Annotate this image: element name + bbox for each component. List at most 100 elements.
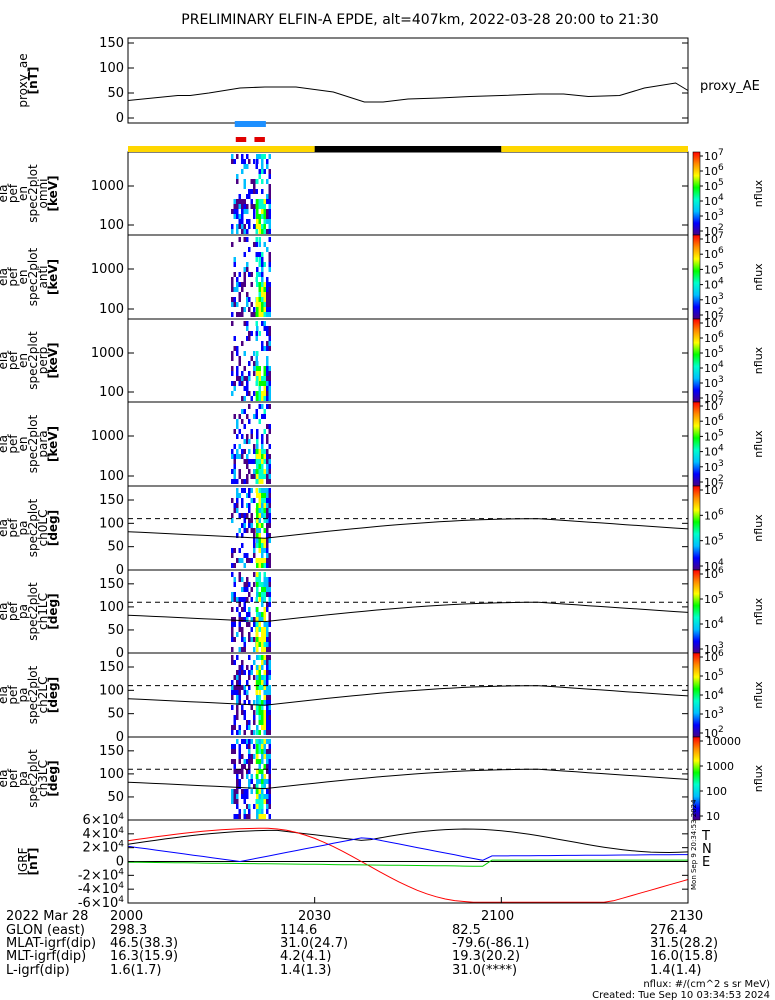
spectrogram-pixel	[256, 326, 259, 331]
spectrogram-pixel	[266, 282, 269, 287]
spectrogram-pixel	[231, 302, 234, 307]
spectrogram-pixel	[258, 558, 261, 563]
spectrogram-pixel	[243, 794, 246, 799]
spectrogram-pixel	[233, 637, 236, 642]
spectrogram-pixel	[243, 376, 246, 381]
spectrogram-pixel	[250, 754, 253, 759]
spectrogram-pixel	[268, 642, 271, 647]
spectrogram-pixel	[266, 292, 269, 297]
ylabel-line: spec2plot	[26, 247, 40, 306]
spectrogram-pixel	[241, 229, 244, 234]
spectrogram-pixel	[253, 474, 256, 479]
spectrogram-pixel	[261, 346, 264, 351]
spectrogram-pixel	[261, 199, 264, 204]
spectrogram-pixel	[236, 419, 239, 424]
spectrogram-pixel	[250, 705, 253, 710]
ylabel-line: ela	[0, 268, 10, 286]
colorbar-tick-label-base: 10	[704, 560, 718, 573]
ylabel-line: [keV]	[46, 259, 60, 295]
footer-value: 1.4(1.3)	[280, 963, 332, 978]
spectrogram-pixel	[248, 376, 251, 381]
colorbar-tick-label-base: 10	[704, 708, 718, 721]
colorbar-tick-label-exp: 4	[718, 193, 724, 203]
spectrogram-pixel	[258, 548, 261, 553]
spectrogram-pixel	[241, 607, 244, 612]
spectrogram-pixel	[253, 528, 256, 533]
spectrogram-pixel	[238, 528, 241, 533]
spectrogram-pixel	[258, 789, 261, 794]
spectrogram-pixel	[238, 454, 241, 459]
spectrogram-pixel	[263, 627, 266, 632]
spectrogram-pixel	[241, 632, 244, 637]
spectrogram-pixel	[236, 493, 239, 498]
igrf-legend-item: N	[702, 842, 712, 857]
spectrogram-pixel	[250, 272, 253, 277]
spectrogram-pixel	[266, 563, 269, 568]
spectrogram-pixel	[246, 774, 249, 779]
spectrogram-pixel	[258, 404, 261, 409]
spectrogram-pixel	[238, 214, 241, 219]
spectrogram-pixel	[231, 744, 234, 749]
spectrogram-pixel	[261, 710, 264, 715]
spectrogram-pixel	[233, 769, 236, 774]
spectrogram-pixel	[246, 336, 249, 341]
ylabel-line: [deg]	[46, 760, 60, 796]
spectrogram-pixel	[246, 794, 249, 799]
spectrogram-pixel	[258, 469, 261, 474]
spectrogram-pixel	[250, 199, 253, 204]
spectrogram-pixel	[261, 592, 264, 597]
spectrogram-pixel	[258, 204, 261, 209]
spectrogram-pixel	[248, 224, 251, 229]
footer-value: 31.5(28.2)	[650, 936, 718, 951]
spectrogram-pixel	[266, 582, 269, 587]
colorbar	[692, 151, 701, 236]
spectrogram-pixel	[258, 224, 261, 229]
spectrogram-pixel	[241, 419, 244, 424]
spectrogram-pixel	[246, 528, 249, 533]
igrf-legend-item: E	[702, 855, 710, 870]
spectrogram-pixel	[263, 386, 266, 391]
spectrogram-pixel	[268, 749, 271, 754]
colorbar-tick-label: 106	[704, 163, 724, 178]
spectrogram-pixel	[255, 257, 258, 262]
spectrogram-pixel	[231, 242, 234, 247]
y-tick-label: 0	[116, 730, 124, 745]
ylabel-line: pef	[6, 350, 20, 370]
spectrogram-pixel	[261, 655, 264, 660]
spectrogram-pixel	[243, 513, 246, 518]
spectrogram-pixel	[238, 548, 241, 553]
panel-frame	[127, 37, 689, 124]
spectrogram-pixel	[258, 386, 261, 391]
spectrogram-pixel	[261, 154, 264, 159]
spectrogram-pixel	[256, 804, 259, 809]
spectrogram-pixel	[266, 602, 269, 607]
y-tick-label: 100	[99, 385, 124, 400]
spectrogram-pixel	[236, 376, 239, 381]
spectrogram-pixel	[266, 277, 269, 282]
spectrogram-pixel	[233, 577, 236, 582]
spectrogram-pixel	[231, 454, 234, 459]
panel-frame	[127, 234, 689, 320]
colorbar-tick-label: 104	[704, 360, 724, 375]
y-tick-label: -6×104	[78, 895, 124, 911]
spectrogram-pixel	[266, 720, 269, 725]
spectrogram-pixel	[231, 282, 234, 287]
colorbar-tick-label: 105	[704, 591, 724, 606]
spectrogram-pixel	[263, 429, 266, 434]
spectrogram-pixel	[256, 204, 259, 209]
x-tick-label: 2030	[298, 909, 331, 924]
spectrogram-pixel	[263, 287, 266, 292]
y-tick-label: 50	[107, 623, 124, 638]
colorbar-tick-label-exp: 6	[718, 507, 724, 517]
colorbar-tick-label-exp: 5	[718, 261, 724, 271]
colorbar-tick-label-base: 10	[704, 263, 718, 276]
spectrogram-pixel	[241, 769, 244, 774]
spectrogram-pixel	[258, 154, 261, 159]
spectrogram-pixel	[233, 257, 236, 262]
footer-value: 114.6	[280, 923, 317, 938]
ylabel-line: ch1LC	[36, 593, 50, 630]
spectrogram-pixel	[261, 179, 264, 184]
spectrogram-pixel	[268, 346, 271, 351]
spectrogram-pixel	[233, 789, 236, 794]
